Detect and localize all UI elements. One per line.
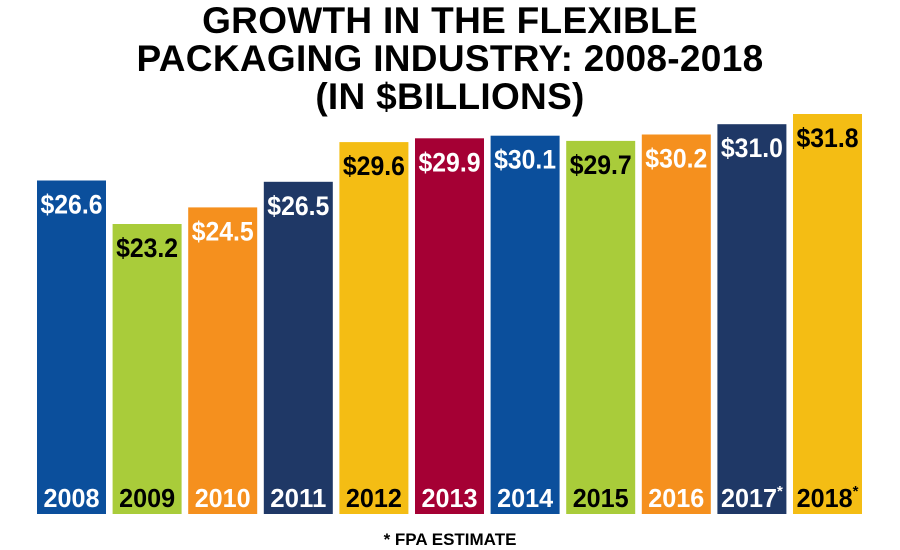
bar-year-label-2014: 2014 [497,483,554,513]
bar-2014 [490,135,560,514]
bar-year-label-2010: 2010 [195,483,251,513]
chart-title-line-2: PACKAGING INDUSTRY: 2008-2018 [136,38,764,79]
bar-year-label-2011: 2011 [270,483,326,513]
bar-value-label-2015: $29.7 [570,150,632,180]
bar-2012 [339,142,409,514]
bar-2008 [37,180,106,514]
bar-value-label-2018: $31.8 [797,123,859,153]
bar-value-label-2008: $26.6 [41,190,103,220]
bar-2011 [263,181,333,515]
bar-2017 [717,124,787,514]
bar-value-label-2014: $30.1 [494,145,556,175]
bar-year-label-2013: 2013 [422,483,478,513]
bar-2015 [566,140,636,514]
bar-value-label-2016: $30.2 [645,144,707,174]
bar-year-label-2009: 2009 [119,483,175,513]
bar-value-label-2009: $23.2 [116,233,178,263]
chart-title-line-3: (IN $BILLIONS) [315,76,585,117]
footnote: * FPA ESTIMATE [383,530,517,549]
bar-value-label-2013: $29.9 [419,147,481,177]
bar-2013 [415,138,484,515]
bar-year-label-2012: 2012 [346,483,402,513]
bar-year-label-2008: 2008 [44,483,100,513]
bar-value-label-2011: $26.5 [267,191,329,221]
bar-year-label-2016: 2016 [648,483,704,513]
bar-2018 [793,114,862,514]
estimate-asterisk-2018: * [853,483,859,500]
chart-title: GROWTH IN THE FLEXIBLE PACKAGING INDUSTR… [0,2,900,116]
bar-year-label-2018: 2018* [797,483,859,513]
bar-2009 [112,224,182,514]
bar-year-label-2017: 2017* [721,483,783,513]
bar-2010 [188,207,258,514]
bar-value-label-2017: $31.0 [721,133,783,163]
bar-year-label-2015: 2015 [573,483,629,513]
bar-value-label-2010: $24.5 [192,216,254,246]
chart-title-line-1: GROWTH IN THE FLEXIBLE [202,0,698,41]
bar-2016 [641,134,711,514]
bar-value-label-2012: $29.6 [343,151,405,181]
estimate-asterisk-2017: * [777,483,783,500]
